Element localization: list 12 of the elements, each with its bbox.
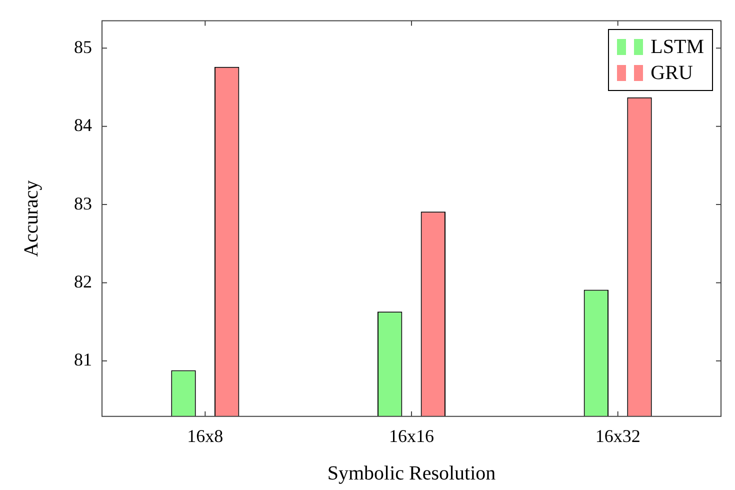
y-tick-label: 83 [74,193,92,214]
legend-label: GRU [650,60,693,86]
y-axis-title: Accuracy [20,180,42,257]
x-axis-title: Symbolic Resolution [327,462,496,484]
x-tick-label: 16x16 [389,426,434,446]
y-tick-label: 84 [74,115,92,136]
y-tick-label: 82 [74,271,92,292]
x-tick-label: 16x8 [187,426,224,446]
x-tick-label: 16x32 [595,426,640,446]
y-tick-label: 85 [74,36,92,57]
legend-label: LSTM [650,34,704,60]
y-tick-label: 81 [74,350,92,370]
